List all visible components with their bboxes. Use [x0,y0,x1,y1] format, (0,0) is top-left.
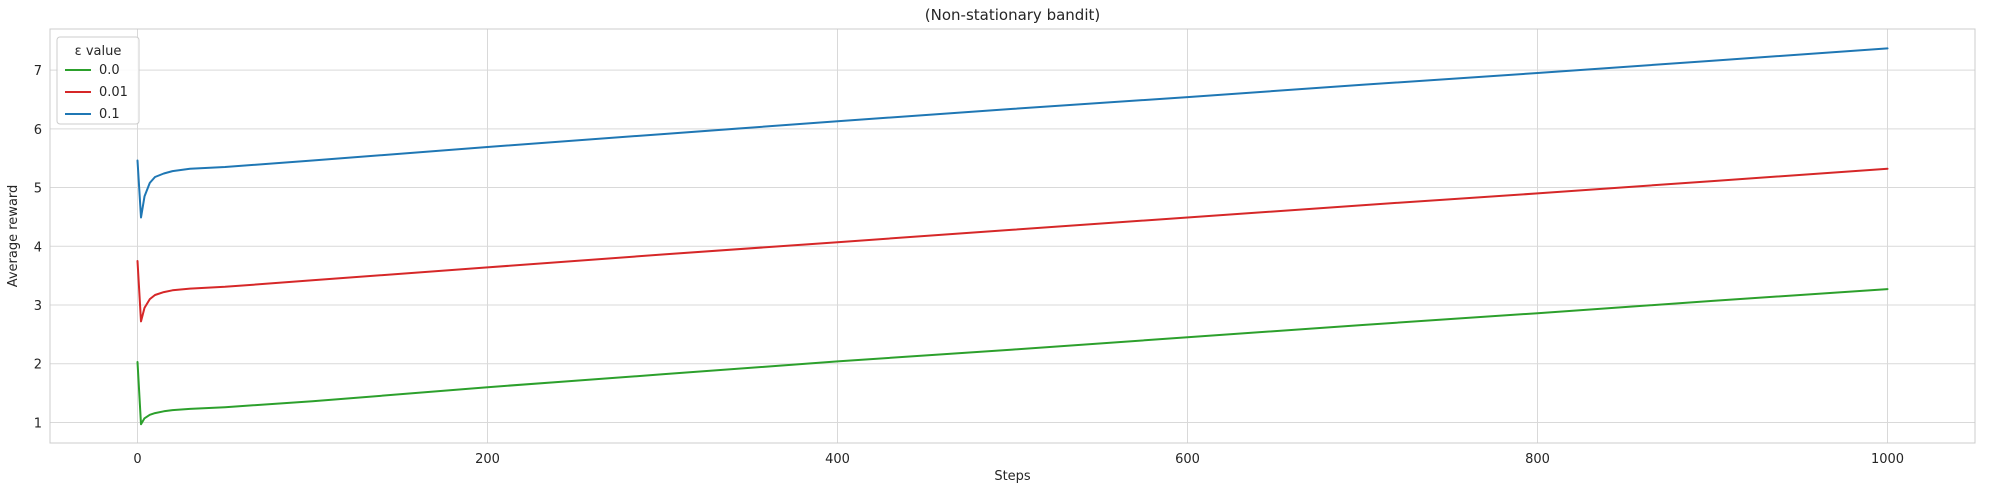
series-line-0 [136,288,1889,426]
legend-items: 0.0 0.01 0.1 [65,63,128,122]
x-tick-label: 0 [133,452,141,467]
y-tick-label: 5 [34,182,42,197]
legend: ε value 0.0 0.01 0.1 [56,36,140,125]
y-tick-label: 3 [34,299,42,314]
chart-title: (Non-stationary bandit) [925,6,1100,24]
y-tick-label: 6 [34,123,42,138]
series-layer [136,47,1889,426]
x-tick-label: 600 [1175,452,1200,467]
y-axis-ticks: 1 2 3 4 5 6 7 [34,64,42,431]
legend-label-2: 0.1 [99,107,120,122]
legend-title: ε value [75,44,122,59]
legend-label-0: 0.0 [99,63,120,78]
y-tick-label: 2 [34,358,42,373]
x-tick-label: 1000 [1871,452,1904,467]
x-axis-label: Steps [994,469,1031,484]
plot-frame [49,28,1976,444]
x-axis-ticks: 0 200 400 600 800 1000 [133,452,1904,467]
series-line-1 [136,167,1889,323]
y-tick-label: 4 [34,240,42,255]
x-tick-label: 400 [825,452,850,467]
x-tick-label: 200 [475,452,500,467]
y-tick-label: 1 [34,416,42,431]
legend-box [56,36,140,125]
x-tick-label: 800 [1525,452,1550,467]
y-axis-label: Average reward [6,185,21,288]
series-line-2 [136,47,1889,219]
y-tick-label: 7 [34,64,42,79]
legend-label-1: 0.01 [99,85,128,100]
